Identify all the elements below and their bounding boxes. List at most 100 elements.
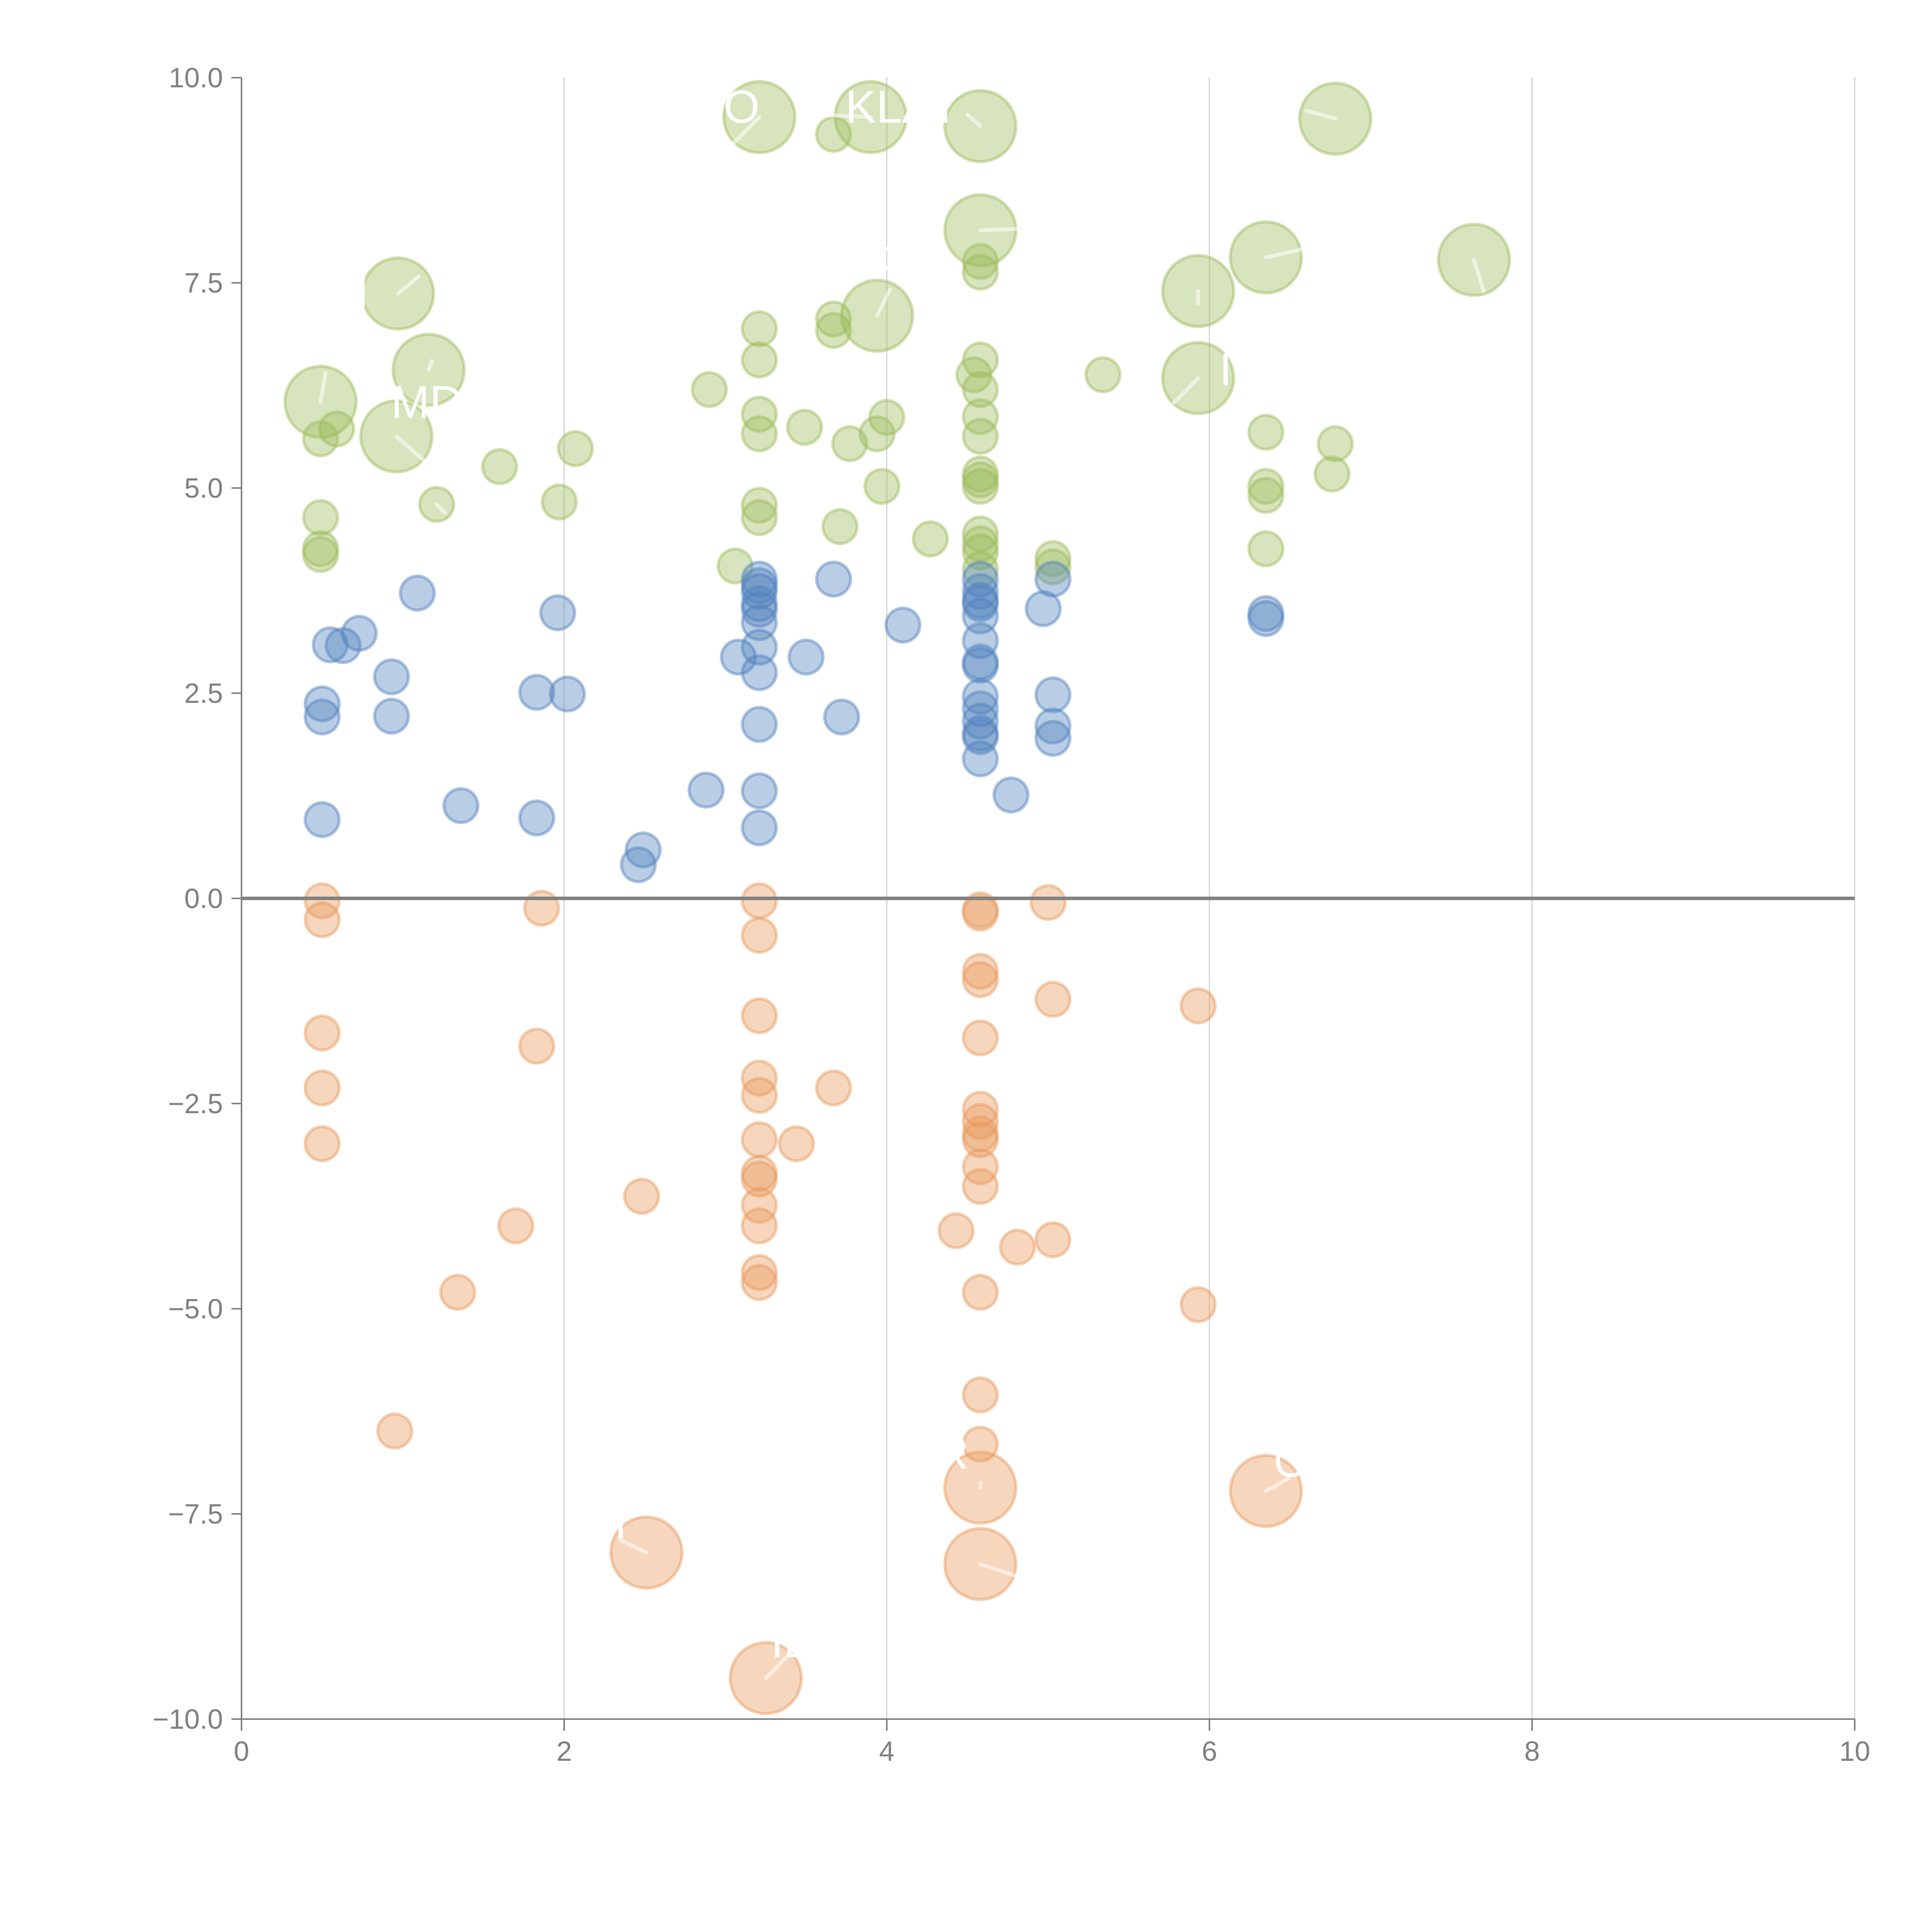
data-point-green xyxy=(741,310,778,347)
data-point-green xyxy=(962,341,999,379)
data-point-green xyxy=(868,399,905,436)
data-point-blue xyxy=(549,675,586,713)
data-point-blue xyxy=(1034,676,1072,714)
data-point-blue xyxy=(962,646,999,684)
data-point-blue xyxy=(962,678,999,715)
point-label: C xyxy=(1273,1435,1307,1487)
data-point-orange xyxy=(778,1125,815,1163)
data-point-blue xyxy=(962,585,999,622)
data-point-green xyxy=(302,530,339,568)
data-point-blue xyxy=(962,690,999,728)
data-point-green xyxy=(863,468,901,505)
data-point-blue xyxy=(884,606,922,644)
data-point-orange xyxy=(962,953,999,990)
data-point-orange xyxy=(962,1115,999,1153)
data-point-orange xyxy=(376,1412,413,1450)
data-point-green xyxy=(1313,455,1351,493)
data-point-orange xyxy=(937,1212,975,1250)
data-point-orange xyxy=(962,961,999,998)
data-point-green xyxy=(1084,356,1122,393)
data-point-orange xyxy=(999,1228,1036,1266)
data-point-green xyxy=(962,418,999,455)
data-point-blue xyxy=(962,622,999,660)
data-point-green xyxy=(815,312,852,349)
data-point-blue xyxy=(741,591,778,628)
data-point-blue xyxy=(992,776,1030,814)
label-leader-line xyxy=(1264,246,1308,260)
label-leader-line xyxy=(731,115,762,145)
data-point-green xyxy=(541,483,578,521)
data-point-orange xyxy=(815,1069,852,1107)
data-point-orange xyxy=(303,1125,341,1163)
data-point-orange xyxy=(962,1376,999,1414)
data-point-blue xyxy=(518,799,556,837)
data-point-orange xyxy=(962,1148,999,1185)
point-label: KLAY xyxy=(845,81,961,133)
data-point-blue xyxy=(787,638,825,676)
data-point-orange xyxy=(1034,981,1072,1018)
point-label: X xyxy=(1259,81,1289,133)
label-leader-line xyxy=(978,226,1026,233)
label-leader-line xyxy=(435,502,447,515)
data-point-blue xyxy=(442,787,480,824)
data-point-blue xyxy=(719,638,757,676)
data-point-blue xyxy=(741,573,778,610)
data-point-orange xyxy=(962,1274,999,1311)
data-point-green xyxy=(1247,530,1285,568)
data-point-orange xyxy=(518,1027,556,1065)
y-tick-label: −10.0 xyxy=(153,1704,223,1735)
data-point-blue xyxy=(1024,590,1062,628)
data-point-green xyxy=(1034,540,1072,577)
data-point-blue xyxy=(962,740,999,777)
data-point-blue xyxy=(741,809,778,847)
x-tick-label: 8 xyxy=(1524,1736,1540,1767)
data-point-orange xyxy=(741,1121,778,1158)
data-point-blue xyxy=(962,597,999,635)
data-point-blue xyxy=(1034,560,1072,598)
data-point-orange xyxy=(741,1254,778,1291)
y-tick-label: 7.5 xyxy=(184,268,223,299)
data-point-blue xyxy=(1034,707,1072,745)
data-point-green xyxy=(962,455,999,493)
data-point-green xyxy=(962,551,999,588)
y-tick-label: −7.5 xyxy=(168,1499,223,1530)
data-point-orange xyxy=(741,1060,778,1097)
data-point-green xyxy=(912,520,949,558)
data-point-blue xyxy=(962,560,999,598)
data-point-green xyxy=(962,525,999,563)
data-point-blue xyxy=(741,585,778,622)
data-point-blue xyxy=(325,627,362,664)
data-point-orange xyxy=(1179,987,1217,1025)
data-point-blue xyxy=(620,846,657,883)
data-point-orange xyxy=(741,1207,778,1245)
data-point-orange xyxy=(741,1155,778,1192)
data-point-orange xyxy=(741,997,778,1034)
data-point-blue xyxy=(373,697,410,735)
label-leader-line xyxy=(318,371,328,404)
data-point-orange xyxy=(741,882,778,920)
data-point-green xyxy=(716,547,754,585)
points-layer xyxy=(283,80,1511,1715)
x-tick-label: 10 xyxy=(1839,1736,1870,1767)
data-point-green xyxy=(741,499,778,536)
point-label: IL xyxy=(770,1616,809,1667)
data-point-orange xyxy=(623,1178,660,1215)
data-point-orange xyxy=(439,1274,476,1311)
x-tick-label: 4 xyxy=(879,1736,895,1767)
data-point-orange xyxy=(741,1077,778,1114)
data-point-green xyxy=(962,461,999,498)
data-point-blue xyxy=(741,560,778,598)
data-point-blue xyxy=(1247,600,1285,637)
label-leader-line xyxy=(812,112,873,119)
data-point-orange xyxy=(962,891,999,929)
point-label: I xyxy=(614,1497,627,1548)
data-point-green xyxy=(1247,468,1285,505)
data-point-green xyxy=(962,253,999,291)
data-point-green xyxy=(831,425,868,463)
label-leader-line xyxy=(619,1538,648,1554)
data-point-orange xyxy=(741,917,778,954)
data-point-orange xyxy=(1034,1221,1072,1259)
data-point-green xyxy=(955,356,993,393)
data-point-blue xyxy=(962,715,999,752)
data-point-blue xyxy=(303,801,341,838)
